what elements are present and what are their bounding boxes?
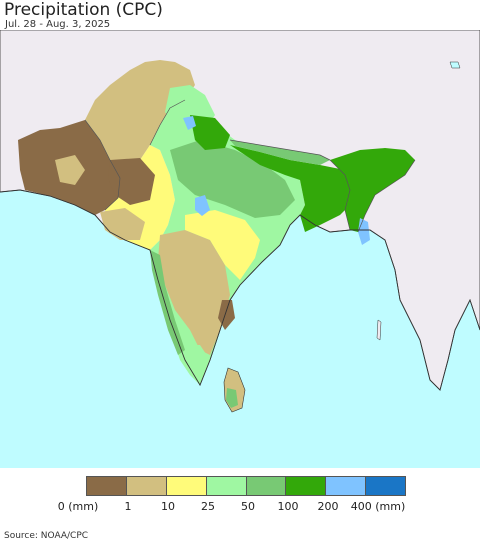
region-kashmir-blue xyxy=(183,116,196,130)
region-balochistan-spot xyxy=(55,155,85,185)
region-sindh-dry xyxy=(108,158,155,205)
legend-swatch-7 xyxy=(366,477,405,495)
region-pakistan-north xyxy=(85,60,195,178)
region-lake-spot xyxy=(195,195,210,216)
map-subtitle: Jul. 28 - Aug. 3, 2025 xyxy=(5,19,111,30)
island-remote xyxy=(449,61,461,69)
legend-swatch-4 xyxy=(246,477,287,495)
region-west-coast xyxy=(150,250,185,355)
region-northeast xyxy=(330,148,415,232)
coastline xyxy=(0,189,480,391)
legend-swatch-3 xyxy=(206,477,247,495)
legend-label-1: 1 xyxy=(124,500,132,513)
border-lines xyxy=(84,99,416,233)
region-india-south-dry xyxy=(158,230,230,355)
region-nepal xyxy=(230,140,330,165)
legend-label-2: 10 xyxy=(161,500,175,513)
legend-swatch-1 xyxy=(126,477,167,495)
region-south-tip-green xyxy=(175,345,210,385)
region-sri-lanka-wet xyxy=(226,388,238,408)
region-himachal-wet xyxy=(190,115,230,150)
region-india-south-yellow xyxy=(185,210,260,280)
legend-label-0: 0 (mm) xyxy=(57,500,99,513)
legend-swatch-6 xyxy=(326,477,367,495)
legend-label-5: 100 xyxy=(277,500,299,513)
legend-colorbar xyxy=(86,476,406,496)
source-note: Source: NOAA/CPC xyxy=(4,531,89,541)
legend-swatch-5 xyxy=(286,477,327,495)
region-india-east-wet xyxy=(230,145,360,232)
legend-swatch-2 xyxy=(166,477,207,495)
legend-label-3: 25 xyxy=(201,500,215,513)
precipitation-map xyxy=(0,30,480,468)
legend-label-4: 50 xyxy=(241,500,255,513)
legend-swatch-0 xyxy=(87,477,127,495)
legend-label-7: 400 (mm) xyxy=(350,500,406,513)
island-andaman xyxy=(376,319,382,341)
region-india-central-green xyxy=(170,140,295,218)
region-gujarat xyxy=(100,208,145,240)
legend-label-6: 200 xyxy=(317,500,339,513)
map-title: Precipitation (CPC) xyxy=(4,0,163,20)
